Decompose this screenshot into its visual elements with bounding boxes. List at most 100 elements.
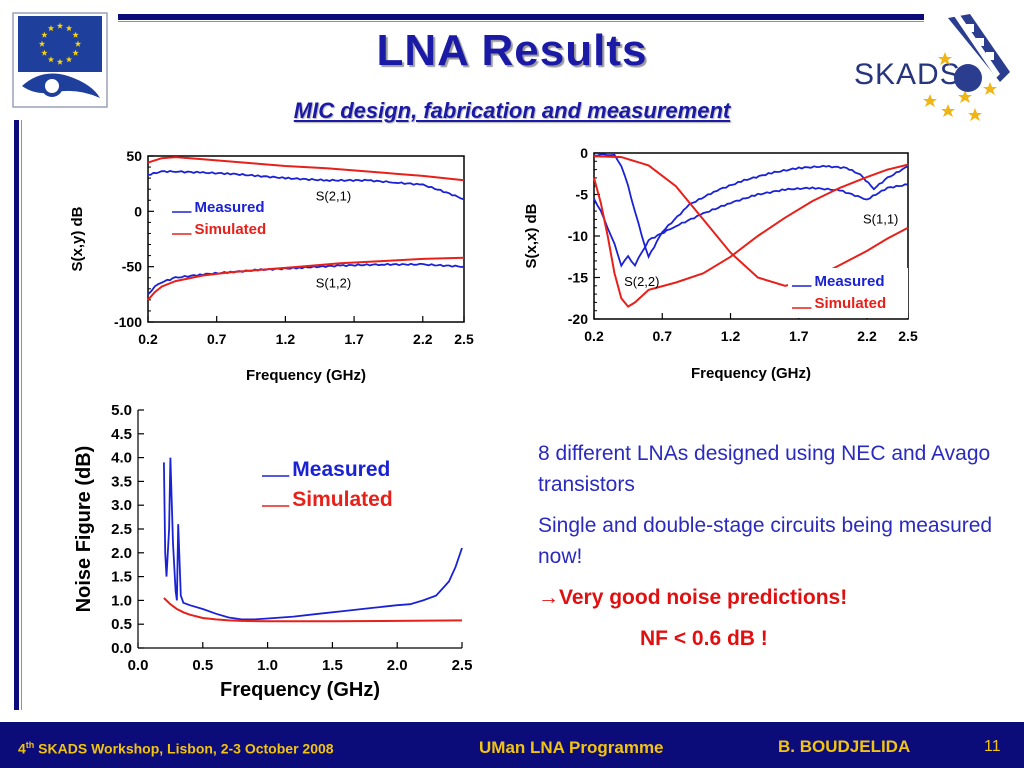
bullet-list: 8 different LNAs designed using NEC and … (538, 438, 1018, 664)
x-tick-label: 0.0 (128, 657, 149, 674)
eu-star (41, 49, 48, 56)
sxx-chart: 0 -5 -10 -15 -200.2 0.7 1.2 1.7 2.2 2.5 S(1,1) S(2,… (523, 145, 918, 382)
x-tick-label: 2.5 (454, 331, 474, 347)
y-axis-label: Noise Figure (dB) (73, 446, 95, 613)
y-tick-label: 3.5 (111, 473, 132, 490)
eu-star (41, 31, 48, 38)
footer-bar (0, 722, 1024, 768)
legend-label-measured: Measured (292, 458, 390, 481)
y-tick-label: 0 (134, 203, 142, 219)
x-tick-label: 2.0 (387, 657, 408, 674)
x-tick-label: 0.5 (192, 657, 213, 674)
eu-star (56, 58, 64, 65)
eu-star (72, 31, 79, 38)
footer-workshop-rest: SKADS Workshop, Lisbon, 2-3 October 2008 (34, 740, 334, 757)
x-tick-label: 0.7 (207, 331, 227, 347)
x-tick-label: 1.0 (257, 657, 278, 674)
series-line-simulated-S11 (593, 155, 909, 287)
y-axis-label: S(x,y) dB (69, 206, 86, 271)
x-tick-label: 1.2 (721, 328, 741, 344)
series-line-simulated-S12 (147, 256, 465, 301)
y-tick-label: -100 (114, 314, 142, 330)
x-axis-label: Frequency (GHz) (246, 367, 366, 384)
top-rule (118, 14, 924, 20)
top-rule-shadow (118, 21, 924, 22)
series-line-measured-S22 (593, 183, 909, 268)
x-tick-label: 2.2 (413, 331, 433, 347)
bullet-3-text: Very good noise predictions! (559, 586, 848, 609)
curve-annotation: S(1,2) (316, 276, 351, 291)
y-tick-label: 4.5 (111, 426, 132, 443)
slide-subtitle: MIC design, fabrication and measurement (293, 98, 731, 123)
x-tick-label: 0.2 (584, 328, 604, 344)
x-axis-label: Frequency (GHz) (220, 679, 380, 701)
eu-star (56, 22, 64, 29)
x-tick-label: 1.5 (322, 657, 343, 674)
series-line-measured-S21 (147, 169, 465, 201)
bullet-4: NF < 0.6 dB ! (640, 627, 768, 650)
page-number: 11 (984, 738, 1001, 755)
x-tick-label: 2.2 (857, 328, 877, 344)
eu-star (65, 56, 73, 63)
eu-star (38, 40, 46, 47)
legend-box (788, 268, 908, 318)
y-tick-label: 4.0 (111, 450, 132, 467)
x-axis-label: Frequency (GHz) (691, 365, 811, 382)
series-line-simulated-S22 (593, 163, 909, 308)
legend-label-measured: Measured (195, 199, 265, 216)
eu-fp6-logo (12, 12, 108, 108)
x-tick-label: 1.7 (344, 331, 364, 347)
x-tick-label: 0.7 (653, 328, 673, 344)
left-rule (14, 120, 19, 710)
y-tick-label: -15 (568, 270, 588, 286)
x-tick-label: 0.2 (138, 331, 158, 347)
x-tick-label: 2.5 (898, 328, 918, 344)
eu-star (72, 49, 79, 56)
legend-label-simulated: Simulated (292, 488, 392, 511)
eu-star (47, 25, 55, 32)
footer-programme: UMan LNA Programme (479, 738, 664, 757)
x-tick-label: 1.7 (789, 328, 809, 344)
skads-logo: SKADS (854, 14, 1010, 121)
bullet-2: Single and double-stage circuits being m… (538, 514, 993, 568)
y-tick-label: 1.0 (111, 592, 132, 609)
y-tick-label: -10 (568, 228, 588, 244)
legend-label-simulated: Simulated (195, 221, 267, 238)
y-tick-label: 5.0 (111, 402, 132, 419)
arrow-icon: → (538, 586, 559, 609)
series-line-measured (163, 457, 463, 621)
y-tick-label: 0.0 (111, 640, 132, 657)
legend-label-measured: Measured (815, 273, 885, 290)
curve-annotation: S(1,1) (863, 212, 898, 227)
footer-workshop-sup: th (25, 740, 35, 750)
legend-label-simulated: Simulated (815, 295, 887, 312)
y-tick-label: 1.5 (111, 569, 132, 586)
curve-annotation: S(2,2) (624, 274, 659, 289)
plot-frame (147, 155, 465, 323)
series-line-simulated (163, 597, 463, 623)
y-tick-label: 2.0 (111, 545, 132, 562)
footer-workshop: 4th SKADS Workshop, Lisbon, 2-3 October … (18, 740, 334, 757)
series-line-measured-S11 (593, 153, 909, 260)
y-tick-label: 2.5 (111, 521, 132, 538)
curve-annotation: S(2,1) (316, 188, 351, 203)
noise-figure-chart: 0.0 0.5 1.0 1.5 2.0 2.5 3.0 3.5 4.0 4.5 5.0 0.0 0.5 1… (73, 402, 473, 701)
footer-author: B. BOUDJELIDA (778, 737, 911, 756)
y-tick-label: -20 (568, 311, 588, 327)
eu-star (47, 56, 55, 63)
eu-star (74, 40, 82, 47)
y-tick-label: 3.0 (111, 497, 132, 514)
y-tick-label: -50 (122, 259, 142, 275)
y-tick-label: -5 (576, 187, 589, 203)
y-tick-label: 0 (580, 145, 588, 161)
slide-title: LNA Results (376, 26, 648, 75)
y-axis-label: S(x,x) dB (523, 203, 540, 268)
left-rule-shadow (21, 120, 22, 710)
y-tick-label: 50 (126, 148, 142, 164)
footer-workshop-num: 4 (18, 740, 26, 757)
eu-star (65, 25, 73, 32)
bullet-3: →Very good noise predictions! (538, 582, 1018, 613)
x-tick-label: 2.5 (452, 657, 473, 674)
x-tick-label: 1.2 (276, 331, 296, 347)
